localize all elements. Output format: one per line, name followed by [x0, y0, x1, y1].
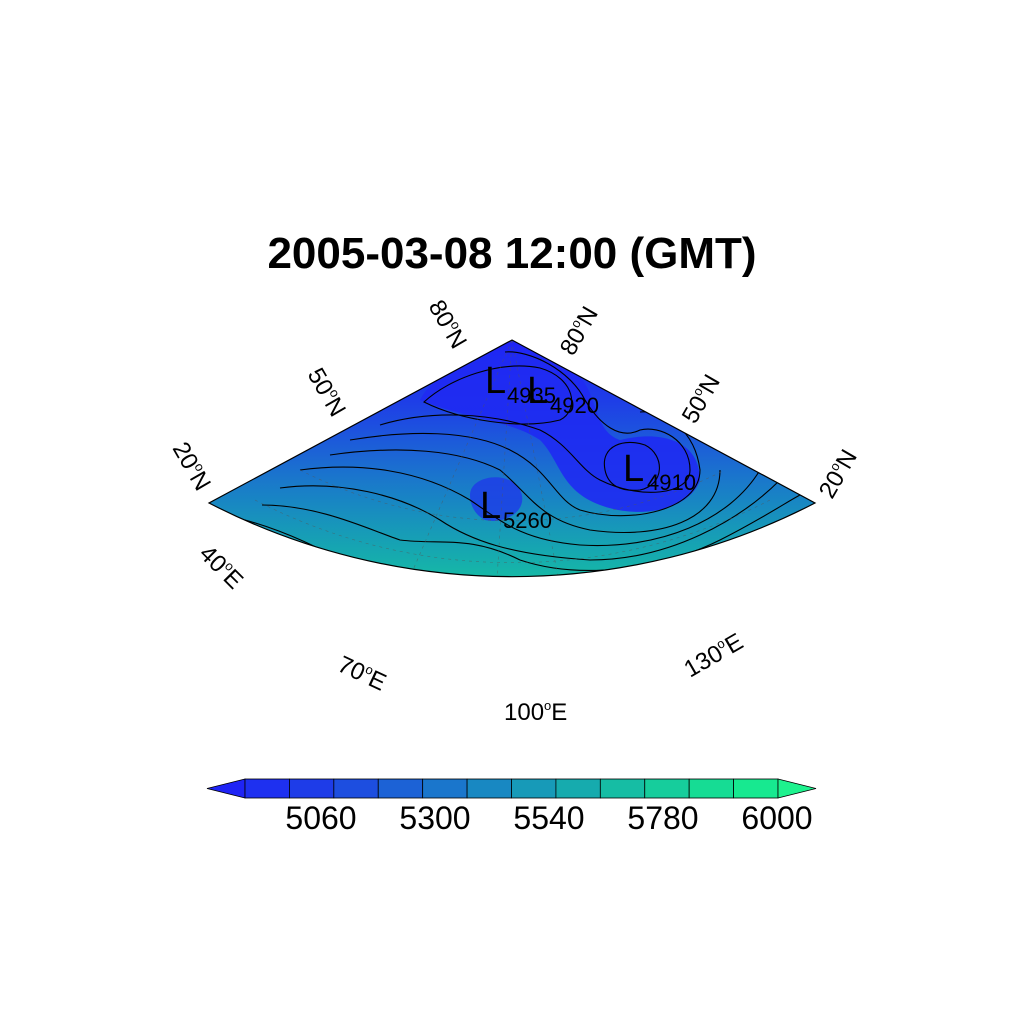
contour-line [420, 635, 700, 665]
colorbar-arrow-low [206, 778, 246, 799]
contour-line [261, 494, 801, 571]
colorbar [206, 778, 817, 799]
low-marker: L [485, 360, 506, 402]
colorbar-segment [333, 778, 379, 799]
graticule [254, 340, 771, 577]
colorbar-segment [599, 778, 646, 799]
lat-label: 80oN [554, 302, 604, 360]
contour-line [299, 466, 761, 547]
colorbar-segment [422, 778, 468, 799]
contour-line [279, 479, 781, 561]
low-value: 4935 [507, 383, 556, 408]
colorbar-label: 5780 [627, 800, 698, 836]
colorbar-segment [511, 778, 557, 799]
colorbar-arrow-high [777, 778, 817, 799]
lat-label: 20oN [167, 437, 217, 495]
colorbar-segment [555, 778, 601, 799]
highest-region-south [209, 560, 815, 577]
colorbar-label: 5540 [513, 800, 584, 836]
low-region-north [420, 357, 700, 512]
contour-line [349, 411, 701, 517]
low-marker: L [623, 448, 644, 490]
contour-line [329, 449, 721, 533]
lat-label: 20oN [813, 445, 863, 503]
low-region-center [470, 477, 523, 521]
map-border [207, 339, 817, 578]
colorbar-segment [688, 778, 734, 799]
lon-label: 70oE [333, 650, 390, 696]
colorbar-segment [289, 778, 335, 799]
colorbar-segment [644, 778, 690, 799]
low-markers: L 4935 L 4920 L 4910 L 5260 [480, 360, 696, 533]
colorbar-label: 5060 [285, 800, 356, 836]
lon-label: 40oE [194, 539, 249, 594]
low-marker: L [480, 485, 501, 527]
low-marker: L [527, 370, 548, 412]
contour-line [214, 569, 761, 577]
colorbar-label: 5300 [399, 800, 470, 836]
plot-title: 2005-03-08 12:00 (GMT) [267, 229, 756, 278]
lat-label: 50oN [302, 363, 352, 421]
contour-line [379, 351, 691, 493]
lat-label: 50oN [676, 370, 726, 428]
low-value: 4920 [550, 393, 599, 418]
colorbar-segment [733, 778, 779, 799]
contour-line [423, 365, 573, 425]
colorbar-segment [377, 778, 424, 799]
colorbar-labels: 5060 5300 5540 5780 6000 [285, 800, 812, 836]
contour-line [603, 441, 660, 491]
colorbar-label: 6000 [741, 800, 812, 836]
lat-label: 80oN [423, 295, 473, 353]
lon-label: 100oE [504, 698, 567, 726]
low-value: 5260 [503, 508, 552, 533]
low-value: 4910 [647, 470, 696, 495]
colorbar-segment [244, 778, 290, 799]
lon-label: 130oE [679, 627, 748, 683]
colorbar-segment [466, 778, 512, 799]
